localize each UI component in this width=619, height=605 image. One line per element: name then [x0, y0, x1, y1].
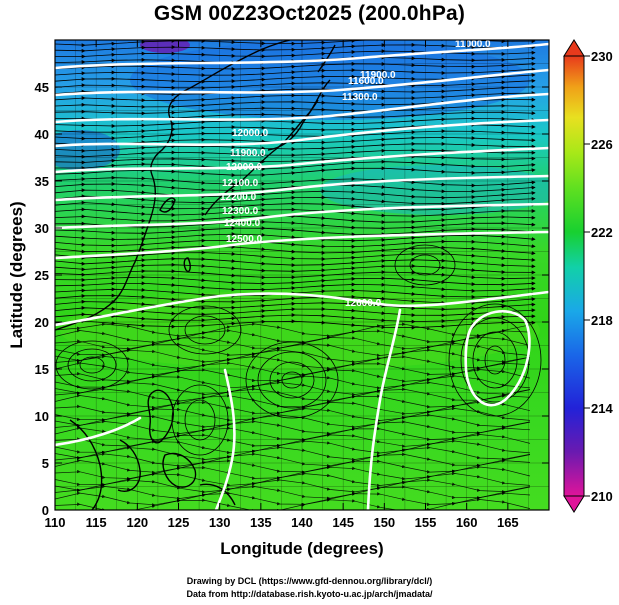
- contour-label: 12400.0: [224, 218, 261, 229]
- y-tick-label: 45: [35, 80, 49, 95]
- y-tick-label: 35: [35, 174, 49, 189]
- colorbar-tick-label: 226: [591, 137, 613, 152]
- y-tick-label: 0: [42, 503, 49, 518]
- colorbar-tick-label: 230: [591, 49, 613, 64]
- colorbar-tick-label: 222: [591, 225, 613, 240]
- footer-credit-drawing: Drawing by DCL (https://www.gfd-dennou.o…: [186, 576, 433, 586]
- streamline: [55, 67, 536, 78]
- contour-label: 11000.0: [455, 39, 491, 50]
- colorbar-ticks: 230 226 222 218 214 210: [584, 49, 613, 504]
- x-tick-label: 155: [415, 515, 437, 530]
- x-tick-label: 125: [168, 515, 190, 530]
- x-axis-ticks: 110 115 120 125 130 135 140 145 150 155 160 165: [45, 40, 519, 530]
- x-tick-label: 115: [86, 515, 107, 530]
- contour-label: 12500.0: [226, 234, 263, 245]
- contour-label: 12600.0: [345, 298, 382, 309]
- streamline: [55, 348, 531, 364]
- colorbar-tick-label: 218: [591, 313, 613, 328]
- y-axis-title: Latitude (degrees): [7, 201, 26, 348]
- contour-label: 11600.0: [348, 76, 384, 87]
- y-tick-label: 25: [35, 268, 49, 283]
- colorbar-top-arrow: [563, 39, 585, 57]
- vortex-circulations: [55, 244, 542, 456]
- plot-area: 11000.011900.011600.011300.012000.011900…: [55, 39, 549, 510]
- y-axis-ticks: 0 5 10 15 20 25 30 35 40 45: [35, 80, 549, 518]
- streamline: [55, 166, 536, 178]
- contour-label: 11300.0: [342, 92, 378, 103]
- y-tick-label: 10: [35, 409, 49, 424]
- y-tick-label: 15: [35, 362, 49, 377]
- contour-label-group: 11000.011900.011600.011300.012000.011900…: [220, 39, 491, 309]
- x-tick-label: 145: [332, 515, 354, 530]
- contour-label: 11900.0: [230, 148, 266, 159]
- x-tick-label: 160: [456, 515, 478, 530]
- y-tick-label: 5: [42, 456, 49, 471]
- contour-label: 12000.0: [232, 128, 269, 139]
- colorbar-tick-label: 214: [591, 401, 613, 416]
- contour-label: 12200.0: [220, 192, 257, 203]
- footer-credit-data: Data from http://database.rish.kyoto-u.a…: [186, 589, 433, 599]
- streamline: [55, 413, 531, 429]
- contour-label: 12100.0: [222, 178, 259, 189]
- x-tick-label: 130: [209, 515, 231, 530]
- x-tick-label: 120: [126, 515, 148, 530]
- page-title: GSM 00Z23Oct2025 (200.0hPa): [153, 2, 466, 25]
- x-tick-label: 110: [45, 515, 66, 530]
- y-tick-label: 30: [35, 221, 49, 236]
- y-tick-label: 40: [35, 127, 49, 142]
- x-axis-title: Longitude (degrees): [220, 539, 383, 558]
- geopotential-contours: [55, 42, 549, 510]
- streamline: [55, 497, 531, 510]
- streamline: [55, 49, 536, 59]
- streamline: [55, 380, 531, 397]
- contour-label: 12000.0: [226, 162, 263, 173]
- colorbar-gradient: [563, 55, 585, 497]
- x-tick-label: 150: [373, 515, 395, 530]
- contour-label: 11900.0: [360, 70, 396, 81]
- x-tick-label: 165: [497, 515, 519, 530]
- colorbar-bottom-arrow: [563, 495, 585, 513]
- streamline: [55, 471, 531, 488]
- x-tick-label: 135: [250, 515, 272, 530]
- coastlines: [55, 40, 336, 510]
- streamline: [55, 478, 531, 494]
- x-tick-label: 140: [291, 515, 313, 530]
- colorbar-tick-label: 210: [591, 489, 613, 504]
- contour-label: 12300.0: [222, 206, 259, 217]
- streamline: [55, 445, 531, 462]
- y-tick-label: 20: [35, 315, 49, 330]
- colorbar: 230 226 222 218 214 210: [563, 39, 613, 513]
- streamline: [55, 61, 536, 72]
